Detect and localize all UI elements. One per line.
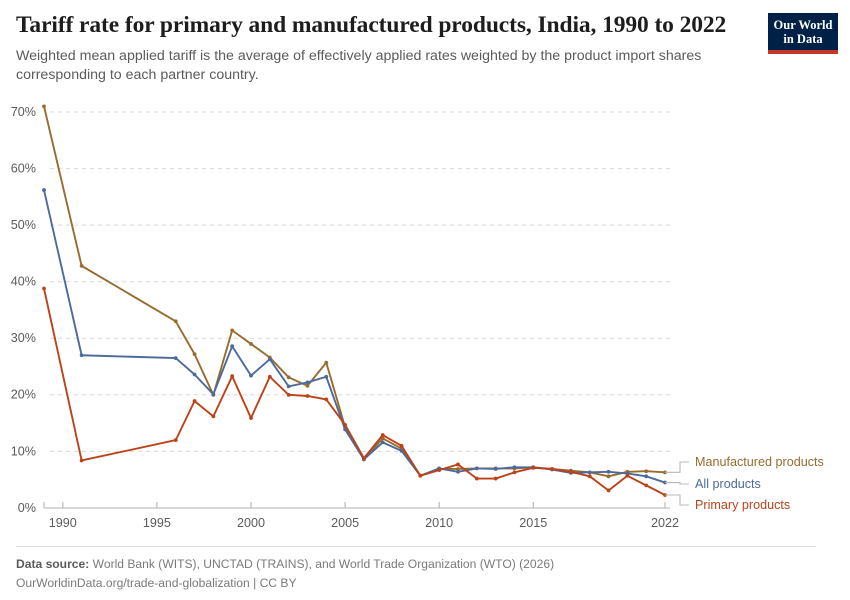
data-source: Data source: World Bank (WITS), UNCTAD (… (16, 555, 816, 573)
x-axis-tick-label: 1990 (49, 516, 77, 530)
line-chart[interactable]: 0% 10% 20% 30% 40% 50% 60% 70% 1990 1995 2000 2005 2… (0, 92, 850, 532)
data-point[interactable] (249, 373, 253, 378)
legend-connector (665, 461, 689, 473)
data-point[interactable] (644, 469, 649, 474)
data-point[interactable] (625, 473, 630, 478)
data-point[interactable] (456, 469, 460, 474)
data-point[interactable] (418, 473, 423, 478)
data-point[interactable] (79, 458, 84, 463)
data-point[interactable] (305, 394, 310, 398)
data-point[interactable] (569, 469, 573, 474)
data-point[interactable] (249, 416, 253, 420)
license-text[interactable]: OurWorldinData.org/trade-and-globalizati… (16, 576, 297, 591)
data-point[interactable] (211, 392, 216, 397)
data-point[interactable] (173, 438, 178, 443)
data-point[interactable] (399, 448, 404, 453)
data-point[interactable] (42, 188, 46, 192)
x-axis-tick-label: 2022 (651, 516, 679, 530)
legend-label-primary-products[interactable]: Primary products (695, 498, 790, 512)
data-point[interactable] (512, 470, 517, 475)
x-axis-tick-label: 2010 (425, 516, 453, 530)
data-point[interactable] (343, 422, 347, 427)
data-point[interactable] (305, 383, 310, 388)
data-point[interactable] (267, 357, 272, 362)
data-point[interactable] (305, 380, 310, 385)
data-point[interactable] (324, 397, 329, 402)
y-axis-tick-label: 70% (11, 105, 36, 119)
y-axis-tick-label: 30% (11, 331, 36, 345)
data-source-label: Data source: (16, 557, 90, 571)
series-line-all-products[interactable] (43, 189, 666, 484)
data-point[interactable] (286, 392, 291, 397)
data-point[interactable] (79, 263, 84, 268)
chart-subtitle: Weighted mean applied tariff is the aver… (16, 47, 702, 83)
x-axis-tick-label: 2000 (237, 516, 265, 530)
data-point[interactable] (493, 476, 498, 481)
data-point[interactable] (587, 474, 592, 479)
owid-logo[interactable]: Our World in Data (768, 13, 838, 54)
data-point[interactable] (42, 104, 46, 109)
data-point[interactable] (230, 344, 235, 349)
data-point[interactable] (531, 465, 536, 470)
data-point[interactable] (644, 483, 649, 488)
data-point[interactable] (230, 374, 235, 379)
x-axis-tick-label: 2015 (519, 516, 547, 530)
page-title: Tariff rate for primary and manufactured… (16, 12, 727, 38)
data-point[interactable] (606, 469, 611, 474)
chart-header: Tariff rate for primary and manufactured… (16, 12, 776, 85)
data-point[interactable] (550, 467, 554, 471)
legend-label-manufactured-products[interactable]: Manufactured products (695, 455, 824, 469)
data-point[interactable] (230, 328, 235, 333)
data-point[interactable] (324, 360, 329, 365)
data-point[interactable] (456, 467, 460, 471)
data-point[interactable] (493, 467, 498, 471)
data-point[interactable] (512, 465, 517, 470)
series-line-manufactured-products[interactable] (43, 105, 666, 478)
y-axis-tick-label: 60% (11, 161, 36, 175)
data-point[interactable] (644, 474, 649, 479)
data-point[interactable] (249, 342, 253, 346)
legend-connector (665, 494, 689, 506)
data-point[interactable] (437, 468, 442, 472)
data-point[interactable] (79, 353, 84, 358)
data-point[interactable] (380, 440, 385, 445)
data-point[interactable] (587, 470, 592, 475)
legend-label-all-products[interactable]: All products (695, 477, 761, 491)
data-point[interactable] (362, 456, 366, 461)
data-point[interactable] (42, 286, 46, 291)
data-point[interactable] (286, 375, 291, 380)
data-point[interactable] (324, 374, 329, 379)
y-axis-tick-label: 10% (11, 444, 36, 458)
legend-connector (665, 481, 689, 485)
data-point[interactable] (173, 356, 178, 360)
chart-area: 0% 10% 20% 30% 40% 50% 60% 70% 1990 1995 2000 2005 2… (0, 92, 850, 532)
data-point[interactable] (380, 433, 385, 437)
series-line-primary-products[interactable] (43, 287, 666, 496)
data-point[interactable] (606, 488, 611, 493)
data-point[interactable] (192, 399, 197, 403)
y-axis-tick-label: 40% (11, 275, 36, 289)
data-point[interactable] (456, 462, 460, 467)
data-point[interactable] (606, 474, 611, 479)
y-axis-tick-label: 50% (11, 218, 36, 232)
data-point[interactable] (192, 372, 197, 377)
data-point[interactable] (192, 352, 197, 357)
chart-footer: Data source: World Bank (WITS), UNCTAD (… (16, 546, 816, 592)
data-point[interactable] (474, 466, 479, 471)
y-axis-tick-label: 0% (18, 501, 36, 515)
footer-divider (16, 546, 816, 547)
data-point[interactable] (474, 476, 479, 481)
data-point[interactable] (267, 374, 272, 379)
logo-line-1: Our World (773, 18, 833, 32)
data-point[interactable] (173, 319, 178, 324)
data-source-text: World Bank (WITS), UNCTAD (TRAINS), and … (92, 557, 555, 571)
y-axis-tick-label: 20% (11, 388, 36, 402)
data-point[interactable] (286, 384, 291, 389)
data-point[interactable] (399, 443, 404, 448)
x-axis-tick-label: 1995 (143, 516, 171, 530)
data-point[interactable] (211, 414, 216, 419)
logo-line-2: in Data (783, 32, 823, 46)
x-axis-tick-label: 2005 (331, 516, 359, 530)
